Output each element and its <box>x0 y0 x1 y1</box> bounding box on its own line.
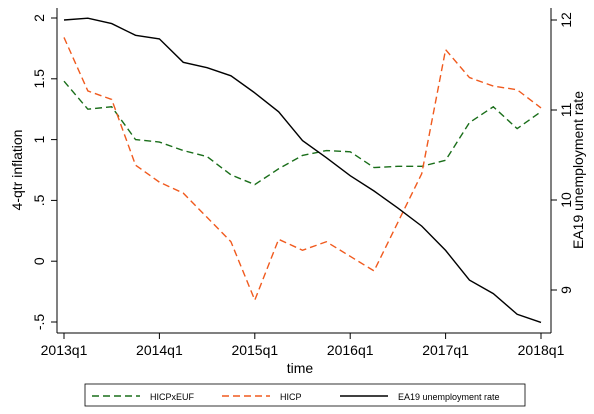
x-tick-label: 2013q1 <box>41 342 88 358</box>
y2-tick-label: 9 <box>558 286 574 294</box>
y-tick-label: 2 <box>31 14 47 22</box>
legend-label: EA19 unemployment rate <box>398 392 500 402</box>
y2-axis-title: EA19 unemployment rate <box>570 91 586 249</box>
x-axis-title: time <box>287 360 314 376</box>
y-tick-label: 0 <box>31 257 47 265</box>
y-axis-title: 4-qtr inflation <box>9 130 25 211</box>
y-tick-label: -.5 <box>31 314 47 331</box>
legend-label: HICP <box>280 392 302 402</box>
y2-tick-label: 10 <box>558 192 574 208</box>
x-tick-label: 2016q1 <box>327 342 374 358</box>
x-tick-label: 2017q1 <box>422 342 469 358</box>
y2-tick-label: 11 <box>558 103 574 118</box>
x-tick-label: 2015q1 <box>231 342 278 358</box>
y2-tick-label: 12 <box>558 12 574 28</box>
series-line <box>63 37 542 302</box>
y-tick-label: .5 <box>31 194 47 206</box>
y-tick-label: 1.5 <box>31 69 47 89</box>
legend-label: HICPxEUF <box>150 392 195 402</box>
x-tick-label: 2014q1 <box>136 342 183 358</box>
x-tick-label: 2018q1 <box>518 342 565 358</box>
y-tick-label: 1 <box>31 135 47 143</box>
series-line <box>63 17 542 324</box>
legend <box>84 383 526 407</box>
series-line <box>63 80 542 186</box>
